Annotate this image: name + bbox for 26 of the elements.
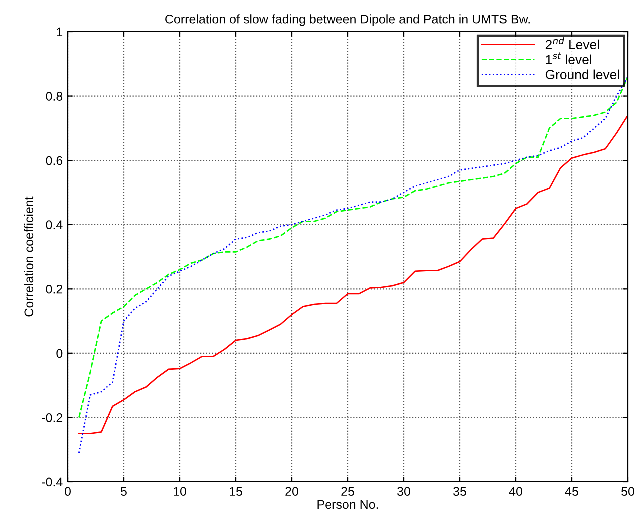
chart-title: Correlation of slow fading between Dipole and Patch in UMTS Bw. bbox=[166, 14, 530, 26]
y-tick-label: 0.8 bbox=[46, 92, 63, 101]
x-tick-label: 50 bbox=[622, 487, 634, 496]
y-tick-label: 0.4 bbox=[46, 220, 63, 230]
x-tick-label: 25 bbox=[342, 487, 354, 496]
legend-label: Ground level bbox=[546, 70, 620, 80]
x-tick-label: 20 bbox=[286, 487, 298, 496]
x-tick-label: 30 bbox=[398, 487, 410, 496]
y-tick-label: 1 bbox=[57, 28, 63, 37]
x-axis-title: Person No. bbox=[318, 500, 378, 510]
y-tick-label: -0.4 bbox=[42, 478, 63, 487]
legend-label: 1$^{st}$ level bbox=[546, 52, 592, 64]
legend-label: 2$^{nd}$ Level bbox=[546, 37, 600, 50]
x-tick-label: 45 bbox=[565, 487, 578, 496]
x-tick-label: 40 bbox=[509, 487, 522, 496]
line-series bbox=[78, 114, 628, 434]
y-tick-label: -0.2 bbox=[42, 414, 63, 422]
y-axis-title: Correlation coefficient bbox=[24, 196, 34, 317]
x-tick-label: 15 bbox=[230, 487, 242, 496]
x-tick-label: 35 bbox=[454, 487, 466, 496]
x-tick-label: 0 bbox=[65, 487, 71, 496]
y-tick-label: 0 bbox=[56, 349, 63, 358]
y-tick-label: 0.6 bbox=[46, 156, 63, 166]
x-tick-label: 5 bbox=[121, 487, 127, 496]
x-tick-label: 10 bbox=[174, 487, 186, 496]
y-tick-label: 0.2 bbox=[46, 284, 63, 294]
